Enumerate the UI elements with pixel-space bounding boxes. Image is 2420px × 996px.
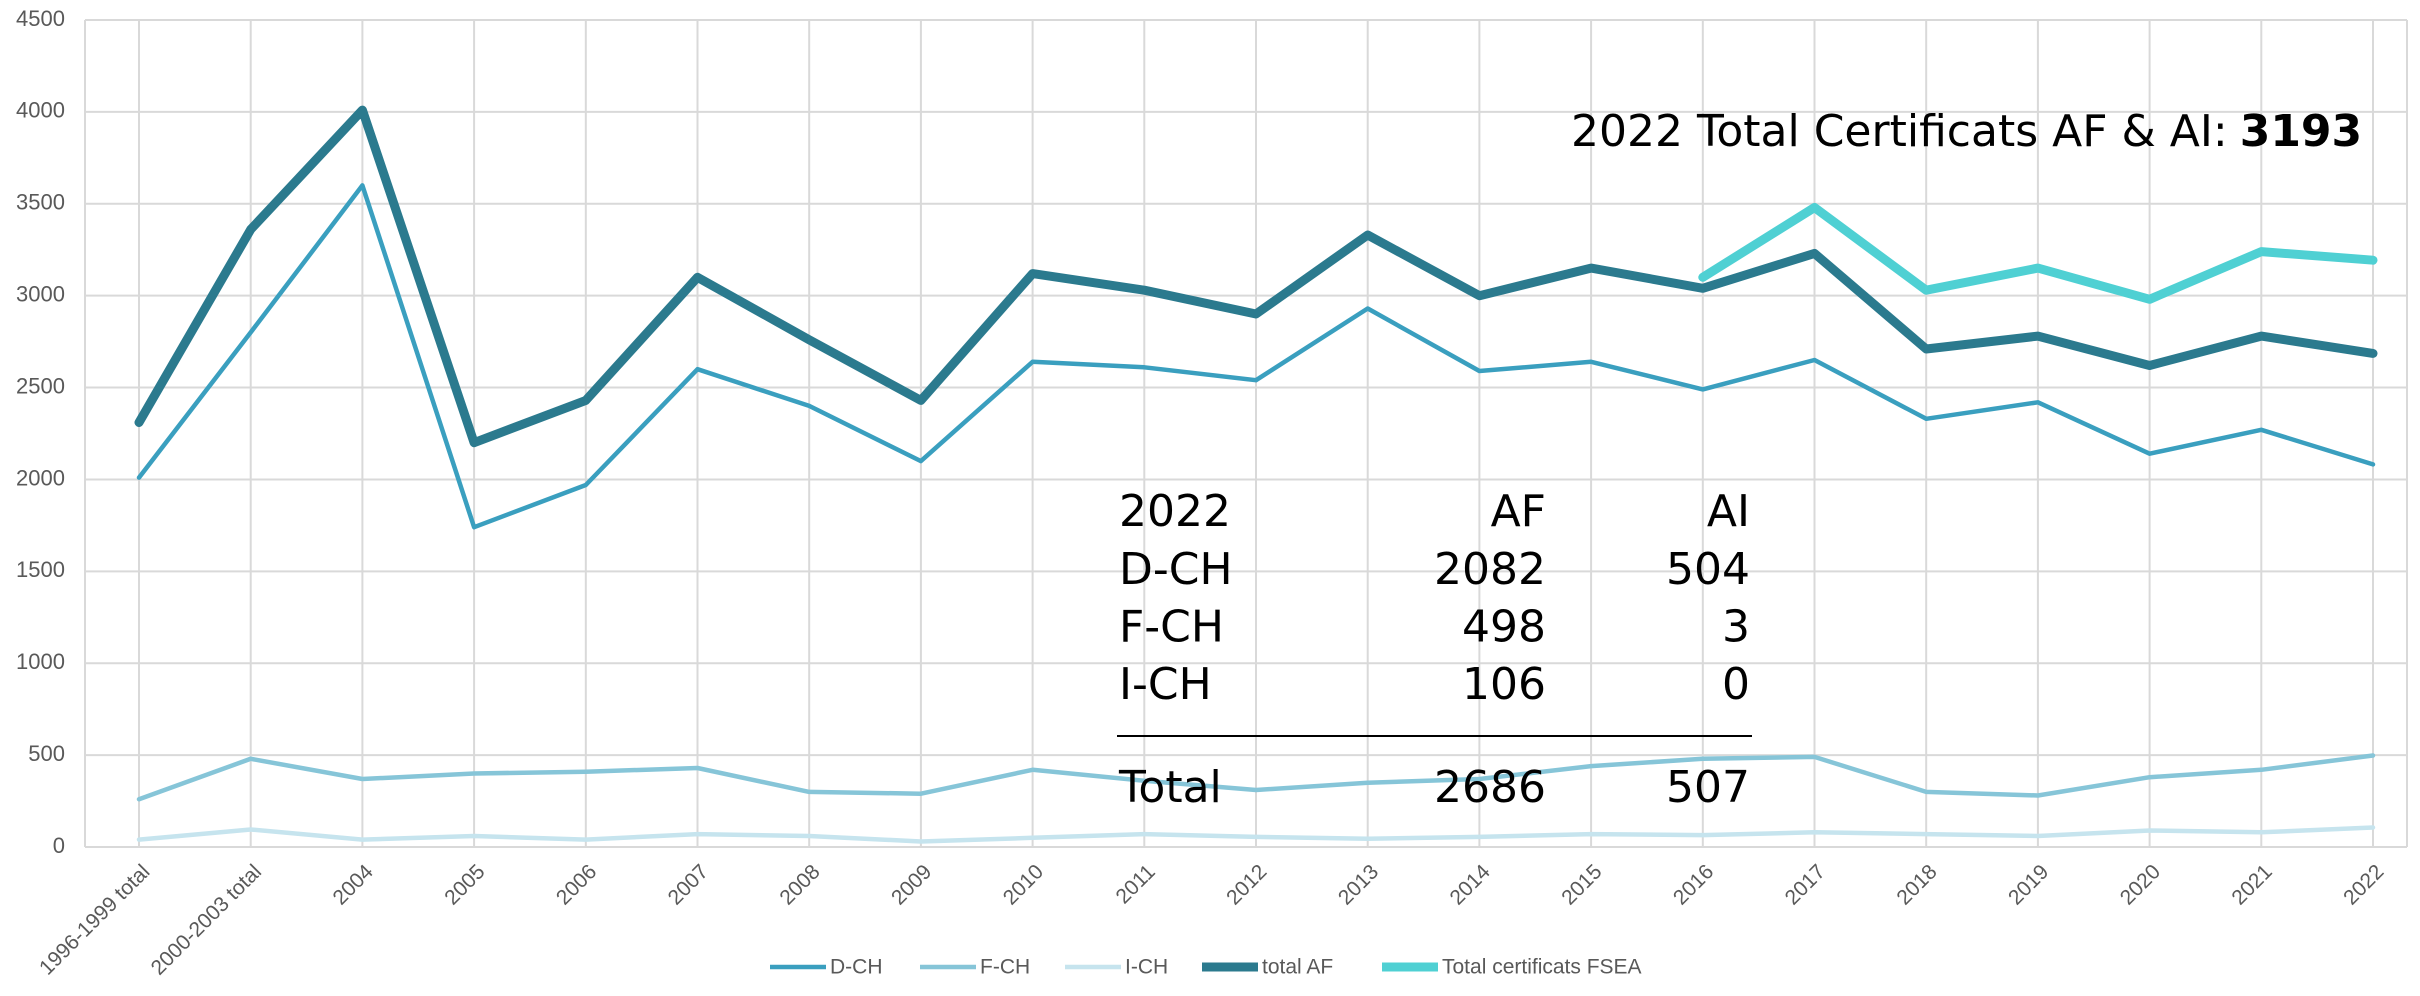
annotation-text: 2022 Total Certificats AF & AI: — [1571, 106, 2228, 157]
x-tick-label: 2010 — [999, 860, 1048, 909]
x-tick-label: 2004 — [329, 860, 379, 910]
table-cell: 3 — [1722, 602, 1750, 653]
table-total: 507 — [1666, 762, 1750, 813]
y-tick-label: 1000 — [16, 649, 65, 674]
legend-label: F-CH — [980, 956, 1030, 979]
x-tick-label: 2012 — [1222, 860, 1271, 909]
legend-label: D-CH — [830, 956, 883, 979]
series-line — [136, 825, 2376, 844]
table-cell: 0 — [1722, 659, 1750, 710]
y-tick-label: 0 — [53, 833, 65, 858]
table-cell: 504 — [1666, 544, 1750, 595]
legend-label: Total certificats FSEA — [1442, 956, 1642, 979]
table-cell: 106 — [1462, 659, 1546, 710]
x-tick-label: 2008 — [775, 860, 824, 909]
x-tick-label: 2021 — [2227, 860, 2276, 909]
x-tick-label: 2005 — [440, 860, 489, 909]
y-tick-label: 500 — [28, 741, 65, 766]
series-line — [134, 105, 2378, 448]
y-tick-label: 4500 — [16, 6, 65, 31]
x-tick-label: 2015 — [1557, 860, 1606, 909]
x-tick-label: 2019 — [2004, 860, 2053, 909]
x-tick-label: 2009 — [887, 860, 936, 909]
series-line — [136, 183, 2376, 530]
x-tick-label: 1996-1999 total — [35, 860, 154, 979]
table-header: AF — [1491, 486, 1546, 537]
table-cell: D-CH — [1119, 544, 1233, 595]
x-tick-label: 2020 — [2116, 860, 2165, 909]
table-cell: 498 — [1462, 602, 1546, 653]
table-total: 2686 — [1434, 762, 1546, 813]
table-total: Total — [1118, 762, 1222, 813]
table-cell: 2082 — [1434, 544, 1546, 595]
y-tick-label: 3500 — [16, 190, 65, 215]
y-tick-label: 2000 — [16, 465, 65, 490]
y-tick-label: 2500 — [16, 373, 65, 398]
x-tick-label: 2013 — [1334, 860, 1383, 909]
x-tick-label: 2018 — [1892, 860, 1941, 909]
x-tick-label: 2007 — [664, 860, 713, 909]
x-tick-label: 2006 — [552, 860, 601, 909]
annotation-value: 3193 — [2240, 106, 2362, 157]
y-tick-label: 1500 — [16, 557, 65, 582]
y-tick-label: 3000 — [16, 281, 65, 306]
table-header: AI — [1707, 486, 1750, 537]
annotation: 2022 Total Certificats AF & AI: 3193 — [1571, 106, 2362, 157]
table-cell: F-CH — [1119, 602, 1224, 653]
x-tick-label: 2011 — [1112, 860, 1160, 908]
y-tick-label: 4000 — [16, 98, 65, 123]
x-tick-label: 2016 — [1669, 860, 1718, 909]
legend-label: I-CH — [1125, 956, 1168, 979]
x-tick-label: 2014 — [1446, 860, 1496, 910]
x-tick-label: 2022 — [2339, 860, 2388, 909]
legend-label: total AF — [1262, 956, 1333, 979]
x-tick-label: 2017 — [1781, 860, 1830, 909]
table-header: 2022 — [1119, 486, 1231, 537]
table-cell: I-CH — [1119, 659, 1212, 710]
series-line — [136, 753, 2376, 802]
series-line — [1698, 203, 2378, 304]
x-tick-label: 2000-2003 total — [147, 860, 266, 979]
